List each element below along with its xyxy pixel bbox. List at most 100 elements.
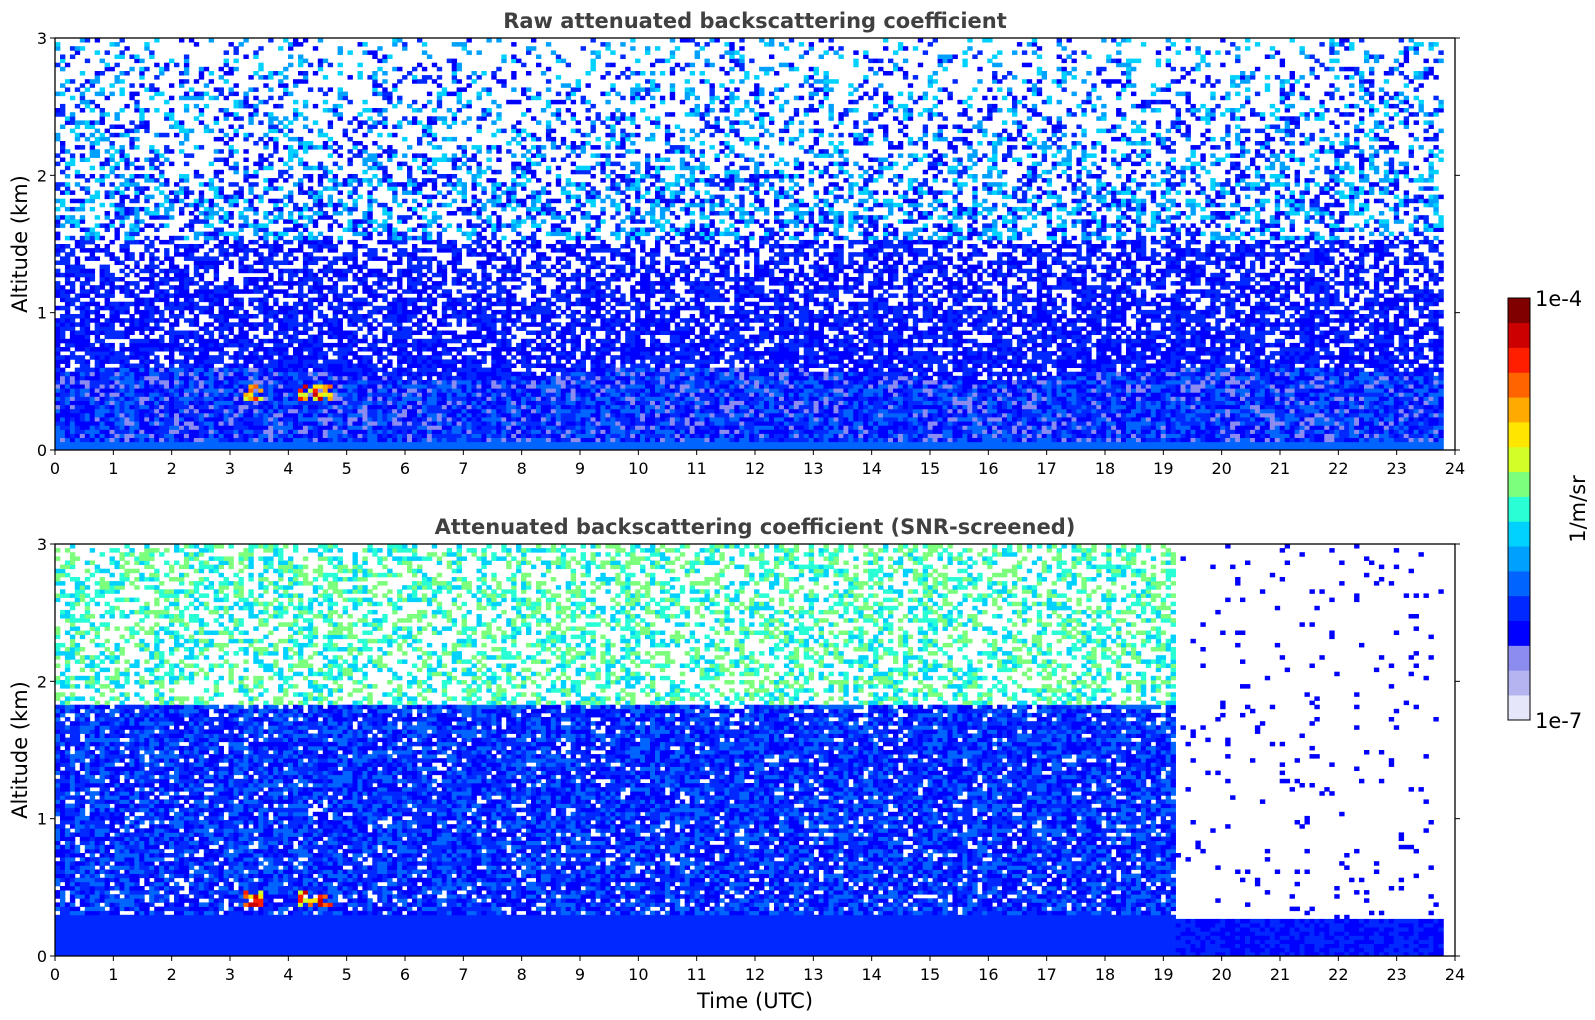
heatmap-cell (218, 355, 224, 360)
heatmap-cell (352, 252, 358, 257)
heatmap-cell (193, 322, 200, 327)
heatmap-cell (441, 425, 448, 430)
heatmap-cell (426, 128, 433, 134)
heatmap-cell (342, 347, 348, 352)
heatmap-cell (273, 375, 279, 381)
heatmap-cell (322, 380, 329, 385)
heatmap-cell (471, 322, 477, 327)
heatmap-cell (461, 103, 467, 109)
heatmap-cell (352, 445, 358, 450)
heatmap-cell (258, 371, 264, 377)
heatmap-cell (367, 293, 373, 298)
heatmap-cell (144, 124, 150, 130)
heatmap-cell (441, 153, 448, 158)
heatmap-cell (293, 268, 299, 274)
heatmap-cell (243, 206, 249, 212)
heatmap-cell (417, 400, 423, 406)
heatmap-cell (228, 202, 234, 208)
heatmap-cell (302, 58, 309, 64)
heatmap-cell (352, 202, 358, 208)
heatmap-cell (174, 388, 180, 393)
heatmap-cell (471, 429, 477, 434)
heatmap-cell (327, 264, 334, 270)
heatmap-cell (298, 301, 304, 307)
heatmap-cell (273, 178, 279, 183)
heatmap-cell (253, 408, 259, 414)
heatmap-cell (64, 400, 71, 406)
heatmap-cell (134, 58, 140, 64)
heatmap-cell (397, 260, 403, 266)
heatmap-cell (436, 371, 443, 377)
heatmap-cell (198, 219, 205, 224)
heatmap-cell (253, 206, 259, 212)
heatmap-cell (223, 367, 229, 373)
heatmap-cell (94, 433, 101, 439)
heatmap-cell (188, 95, 195, 101)
heatmap-cell (431, 108, 438, 113)
heatmap-cell (94, 314, 101, 319)
heatmap-cell (60, 400, 66, 406)
heatmap-cell (268, 384, 274, 389)
heatmap-cell (243, 412, 249, 418)
heatmap-cell (183, 441, 190, 447)
heatmap-cell (362, 388, 368, 393)
heatmap-cell (407, 388, 413, 393)
heatmap-cell (84, 425, 91, 430)
heatmap-cell (412, 371, 418, 377)
heatmap-cell (218, 219, 224, 224)
heatmap-cell (248, 264, 254, 270)
heatmap-cell (159, 293, 165, 298)
heatmap-cell (223, 309, 229, 315)
heatmap-cell (94, 425, 101, 430)
heatmap-cell (104, 412, 110, 418)
heatmap-cell (193, 445, 200, 450)
heatmap-cell (218, 314, 224, 319)
heatmap-cell (159, 371, 165, 377)
heatmap-cell (471, 239, 477, 245)
heatmap-cell (357, 326, 363, 331)
heatmap-cell (302, 318, 309, 323)
heatmap-cell (421, 231, 428, 237)
heatmap-cell (412, 289, 418, 294)
heatmap-cell (397, 277, 403, 282)
heatmap-cell (99, 429, 105, 434)
heatmap-cell (228, 355, 234, 360)
heatmap-cell (193, 260, 200, 266)
heatmap-cell (263, 157, 269, 163)
heatmap-cell (451, 136, 458, 142)
heatmap-cell (60, 256, 66, 261)
heatmap-cell (84, 408, 91, 414)
heatmap-cell (154, 347, 160, 352)
heatmap-cell (74, 145, 81, 150)
heatmap-cell (134, 445, 140, 450)
heatmap-cell (129, 256, 135, 261)
heatmap-cell (407, 178, 413, 183)
heatmap-cell (367, 252, 373, 257)
heatmap-cell (293, 42, 299, 47)
heatmap-cell (471, 252, 477, 257)
heatmap-cell (109, 165, 115, 171)
heatmap-cell (154, 445, 160, 450)
heatmap-cell (446, 157, 453, 163)
heatmap-cell (193, 145, 200, 150)
heatmap-cell (233, 392, 239, 397)
heatmap-cell (307, 396, 314, 401)
heatmap-cell (446, 441, 453, 447)
heatmap-cell (74, 50, 81, 55)
heatmap-cell (149, 375, 155, 381)
heatmap-cell (243, 277, 249, 282)
heatmap-cell (461, 412, 467, 418)
heatmap-cell (208, 363, 215, 369)
heatmap-cell (139, 83, 145, 88)
heatmap-cell (60, 157, 66, 163)
heatmap-cell (317, 58, 324, 64)
heatmap-cell (332, 421, 339, 426)
heatmap-cell (278, 441, 284, 447)
heatmap-cell (382, 437, 388, 443)
heatmap-cell (357, 421, 363, 426)
heatmap-cell (312, 289, 319, 294)
heatmap-cell (293, 83, 299, 88)
heatmap-cell (302, 363, 309, 369)
heatmap-cell (129, 367, 135, 373)
heatmap-cell (149, 400, 155, 406)
